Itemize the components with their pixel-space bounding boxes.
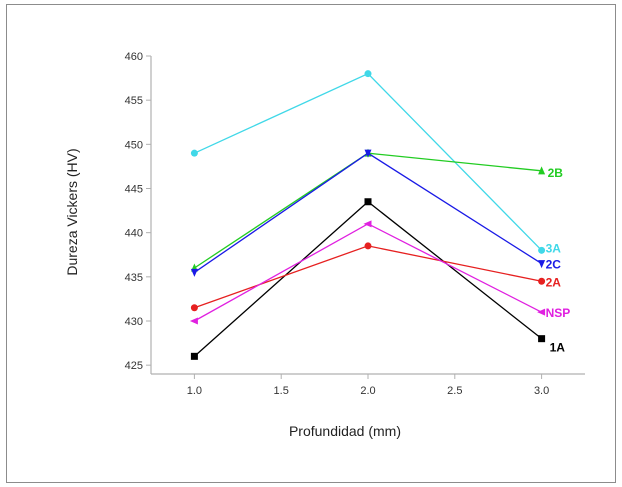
data-point	[537, 308, 546, 316]
series-line	[194, 223, 542, 322]
series-label: NSP	[546, 306, 571, 320]
data-point	[364, 242, 372, 250]
series-2b: 2B	[190, 148, 564, 272]
y-tick-label: 440	[125, 228, 143, 240]
data-point	[538, 166, 546, 175]
series-3a: 3A	[190, 70, 562, 255]
data-point	[364, 70, 372, 78]
series-group: 1A 3A 2B 2C 2A NSP	[189, 70, 571, 360]
data-point	[190, 304, 198, 312]
data-point	[190, 268, 198, 277]
series-label: 2A	[546, 275, 562, 289]
y-tick-label: 435	[125, 272, 143, 284]
y-tick-label: 450	[125, 139, 143, 151]
data-point	[190, 149, 198, 157]
data-point	[538, 246, 546, 254]
x-axis-title: Profundidad (mm)	[289, 423, 401, 439]
series-label: 1A	[550, 341, 566, 355]
x-tick-label: 3.0	[534, 385, 549, 397]
data-point	[190, 352, 198, 360]
series-line	[194, 152, 542, 269]
series-nsp: NSP	[189, 220, 571, 325]
series-2a: 2A	[190, 242, 562, 312]
data-point	[189, 317, 198, 325]
series-label: 3A	[546, 241, 562, 255]
series-label: 2C	[546, 258, 562, 272]
data-point	[363, 220, 372, 228]
chart-frame: 425 430 435 440 445 450 455 460 1.0 1.5 2.0 2.5 3.0 …	[6, 4, 616, 483]
x-tick-label: 1.5	[274, 385, 289, 397]
x-tick-label: 1.0	[187, 385, 202, 397]
ticks: 425 430 435 440 445 450 455 460 1.0 1.5 2.0 2.5 3.0	[125, 51, 550, 397]
y-tick-label: 455	[125, 95, 143, 107]
series-1a: 1A	[190, 198, 566, 360]
series-label: 2B	[548, 166, 564, 180]
y-tick-label: 460	[125, 51, 143, 63]
data-point	[538, 335, 546, 343]
y-tick-label: 425	[125, 360, 143, 372]
y-tick-label: 445	[125, 184, 143, 196]
data-point	[538, 277, 546, 285]
series-2c: 2C	[190, 149, 562, 277]
y-tick-label: 430	[125, 316, 143, 328]
data-point	[538, 260, 546, 269]
y-axis-title: Dureza Vickers (HV)	[64, 148, 80, 275]
data-point	[364, 149, 372, 158]
data-point	[364, 198, 372, 206]
axes	[150, 56, 585, 375]
series-line	[194, 152, 542, 273]
x-tick-label: 2.0	[360, 385, 375, 397]
x-tick-label: 2.5	[447, 385, 462, 397]
series-line	[194, 245, 542, 309]
